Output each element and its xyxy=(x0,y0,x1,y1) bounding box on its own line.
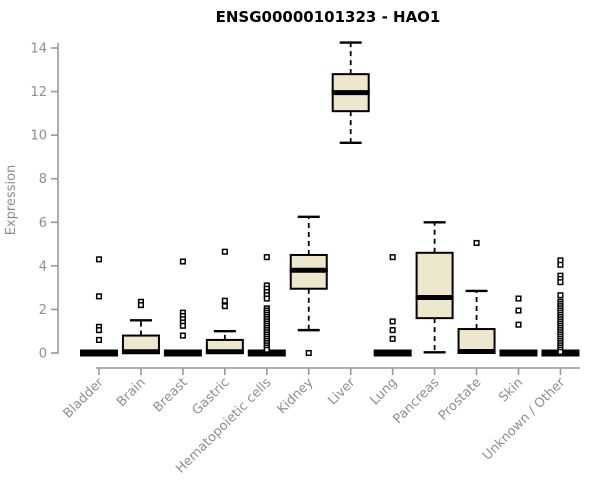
outlier-point-bladder xyxy=(95,336,103,343)
x-tick-label-bladder: Bladder xyxy=(61,375,108,422)
outlier-point-lung xyxy=(389,318,396,325)
y-tick-label: 12 xyxy=(30,85,47,100)
outlier-point-hematopoietic-cells xyxy=(263,254,270,261)
outlier-point-unknown-other xyxy=(557,348,564,355)
y-axis-title: Expression xyxy=(4,165,19,236)
x-tick-label-skin: Skin xyxy=(496,375,526,405)
box-pancreas xyxy=(415,251,454,320)
outlier-point-hematopoietic-cells xyxy=(263,295,270,302)
outlier-point-skin xyxy=(515,307,522,314)
outlier-point-gastric xyxy=(221,297,228,304)
outlier-point-unknown-other xyxy=(557,292,564,299)
y-tick-label: 0 xyxy=(39,347,47,362)
outlier-point-skin xyxy=(515,321,522,328)
outlier-point-unknown-other xyxy=(557,279,564,286)
outlier-point-gastric xyxy=(221,303,228,310)
x-tick-label-pancreas: Pancreas xyxy=(391,375,443,427)
x-tick-label-breast: Breast xyxy=(151,375,191,415)
outlier-point-skin xyxy=(515,295,522,302)
x-tick-label-kidney: Kidney xyxy=(275,375,317,417)
x-tick-label-liver: Liver xyxy=(325,375,359,409)
outlier-point-brain xyxy=(137,302,144,309)
outlier-point-breast xyxy=(179,322,186,329)
y-tick-label: 6 xyxy=(39,216,47,231)
x-tick-label-prostate: Prostate xyxy=(436,375,484,423)
outlier-point-hematopoietic-cells xyxy=(263,346,270,353)
outlier-point-lung xyxy=(389,335,396,342)
x-tick-label-lung: Lung xyxy=(367,375,400,408)
outlier-point-lung xyxy=(389,327,396,334)
outlier-point-bladder xyxy=(95,293,103,300)
outlier-point-lung xyxy=(389,254,396,261)
y-tick-label: 2 xyxy=(39,303,47,318)
outlier-point-gastric xyxy=(221,248,228,255)
outlier-point-bladder xyxy=(95,256,103,263)
chart-title: ENSG00000101323 - HAO1 xyxy=(216,8,441,26)
outlier-point-breast xyxy=(179,332,186,339)
outlier-point-prostate xyxy=(473,239,480,247)
outlier-point-bladder xyxy=(95,327,103,334)
y-tick-label: 10 xyxy=(30,129,47,144)
y-tick-label: 8 xyxy=(39,172,47,187)
x-tick-label-unknown-other: Unknown / Other xyxy=(480,375,569,464)
y-tick-label: 4 xyxy=(39,259,47,274)
y-tick-label: 14 xyxy=(30,42,47,57)
outlier-point-breast xyxy=(179,258,186,265)
x-tick-label-brain: Brain xyxy=(114,375,149,410)
outlier-point-kidney xyxy=(305,349,312,357)
outlier-point-unknown-other xyxy=(557,261,564,268)
